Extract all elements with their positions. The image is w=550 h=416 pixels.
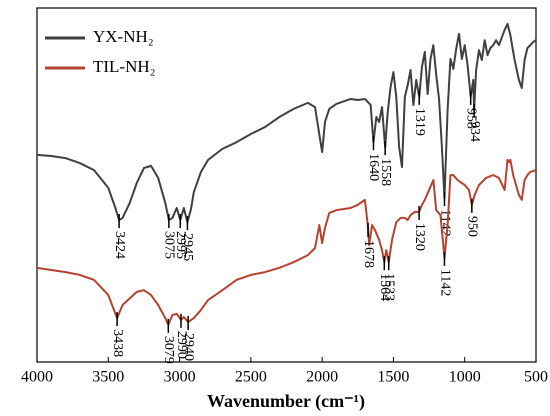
peak-label: 1142 (437, 269, 452, 296)
peak-label: 950 (465, 216, 480, 237)
peak-label: 3079 (161, 336, 176, 364)
peak-label: 3438 (110, 329, 125, 357)
spectrum-line (36, 158, 537, 326)
x-tick-label: 500 (524, 369, 548, 386)
plot-frame (36, 7, 537, 363)
x-tick-label: 2000 (306, 369, 338, 386)
x-tick-label: 1000 (449, 369, 481, 386)
spectrum-line (36, 22, 537, 224)
legend-label: TIL-NH₂ (93, 57, 156, 76)
peak-label: 934 (467, 121, 482, 142)
x-tick-label: 2500 (235, 369, 267, 386)
peak-label: 2940 (181, 333, 196, 361)
peak-label: 3424 (112, 231, 127, 259)
peak-label: 2990 (174, 331, 189, 359)
x-tick-label: 4000 (21, 369, 53, 386)
peak-label: 1640 (366, 153, 381, 181)
x-tick-label: 1500 (377, 369, 409, 386)
legend-label: YX-NH₂ (93, 27, 154, 46)
peak-label: 1558 (378, 158, 393, 186)
peak-label: 1319 (412, 108, 427, 136)
peak-label: 3075 (162, 231, 177, 259)
peak-label: 1533 (382, 273, 397, 301)
x-axis-label: Wavenumber (cm⁻¹) (207, 391, 365, 412)
x-tick-label: 3500 (92, 369, 124, 386)
x-tick-label: 3000 (164, 369, 196, 386)
peak-label: 1320 (412, 223, 427, 251)
peak-label: 1678 (361, 240, 376, 268)
peak-label: 2945 (180, 233, 195, 261)
peak-label: 1564 (377, 273, 392, 301)
peak-label: 2995 (173, 231, 188, 259)
